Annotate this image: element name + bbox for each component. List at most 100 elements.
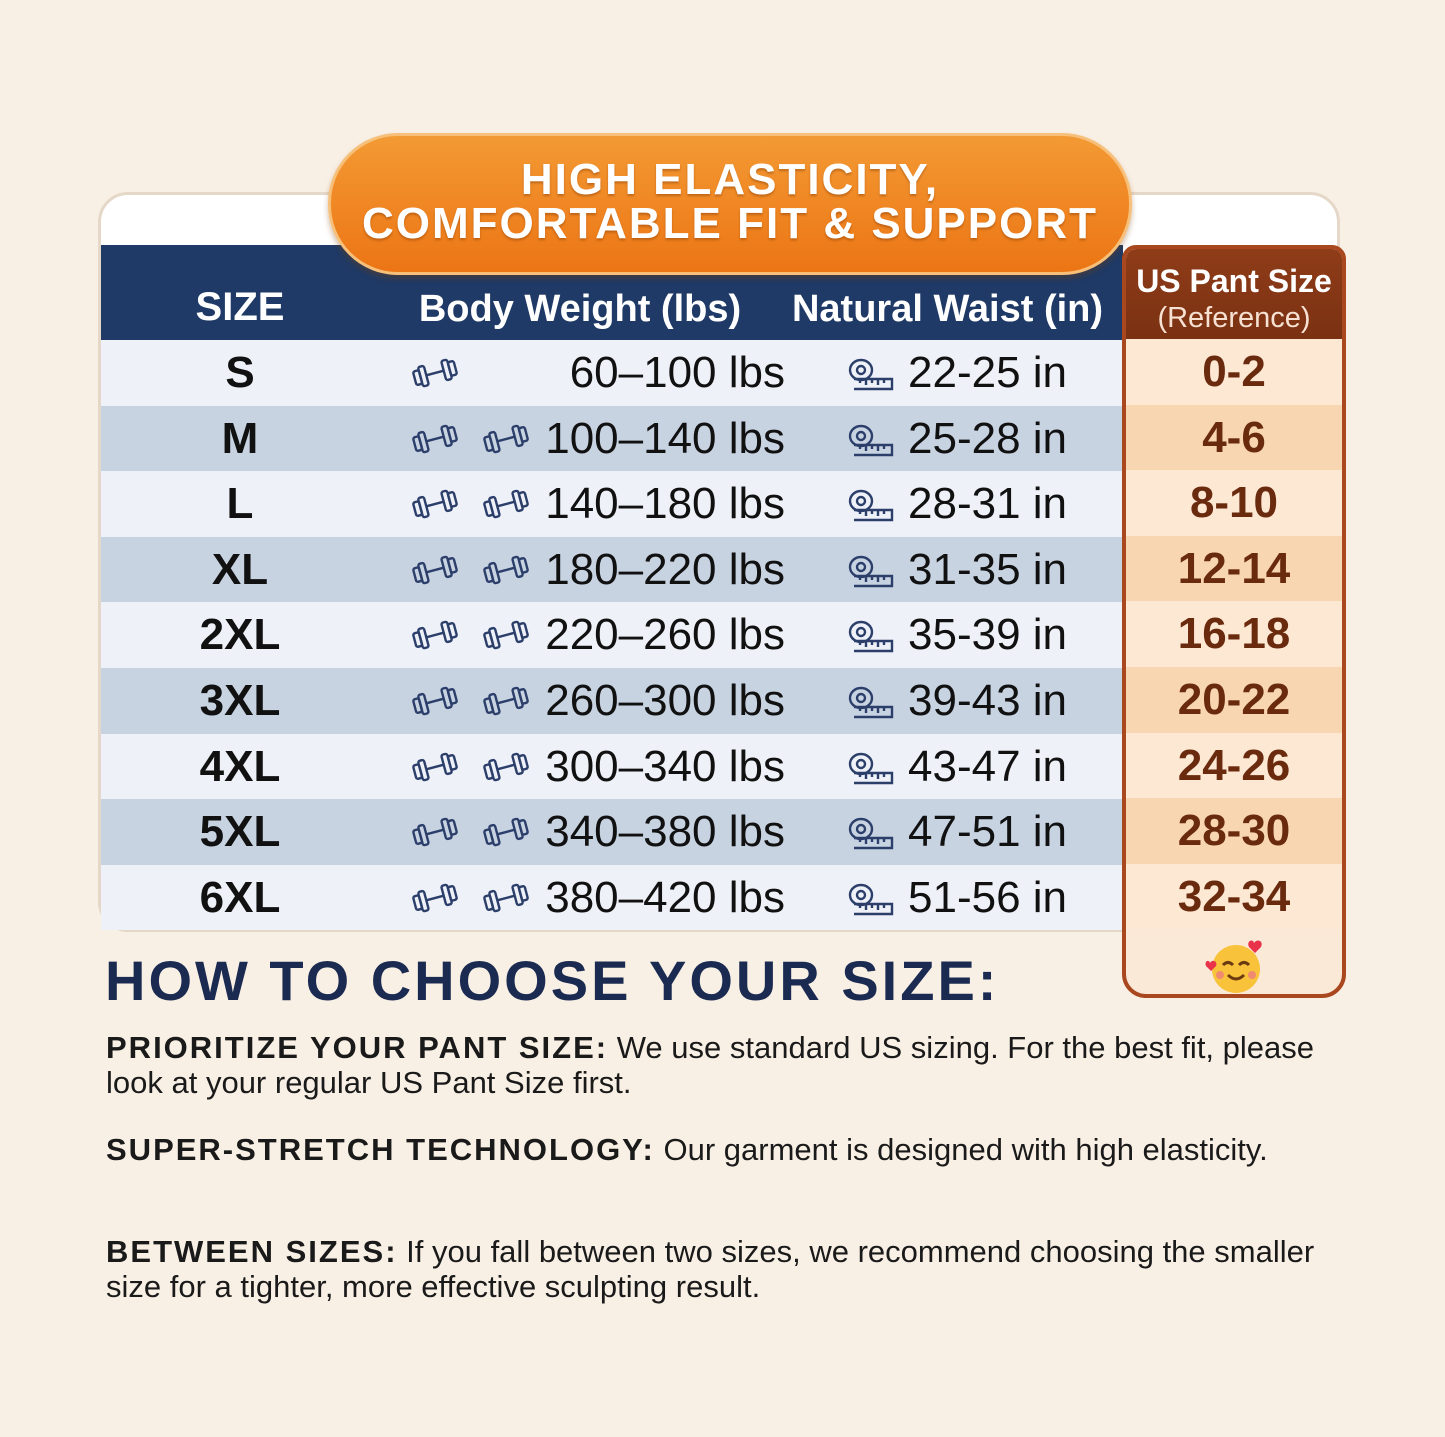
reference-cell: 32-34 <box>1126 863 1342 930</box>
waist-cell: 39-43 in <box>908 676 1068 725</box>
tip-label: PRIORITIZE YOUR PANT SIZE: <box>106 1030 609 1065</box>
emoji-cheek <box>1248 971 1256 979</box>
weight-icon <box>410 750 460 789</box>
weight-cell: 260–300 lbs <box>545 676 785 725</box>
waist-cell: 31-35 in <box>908 544 1068 594</box>
reference-cell: 20-22 <box>1126 667 1342 733</box>
weight-icon <box>410 881 460 920</box>
size-cell: M <box>221 413 259 463</box>
weight-cell: 220–260 lbs <box>545 610 785 660</box>
waist-cell: 22-25 in <box>908 348 1068 397</box>
table-row <box>101 536 1123 603</box>
tip-label: BETWEEN SIZES: <box>106 1234 398 1269</box>
size-cell: 5XL <box>199 807 281 857</box>
size-cell: S <box>225 348 255 397</box>
weight-icon <box>410 553 460 592</box>
emoji-icon <box>1205 940 1262 993</box>
weight-icon <box>410 618 460 657</box>
reference-cell: 24-26 <box>1126 732 1342 799</box>
waist-cell: 43-47 in <box>908 741 1068 791</box>
table-row <box>101 471 1123 537</box>
waist-cell: 28-31 in <box>908 479 1068 529</box>
reference-cell: 8-10 <box>1126 470 1342 536</box>
weight-icon <box>410 422 460 461</box>
waist-icon <box>848 487 896 528</box>
waist-icon <box>848 356 896 397</box>
weight-icon <box>481 684 531 723</box>
waist-cell: 25-28 in <box>908 413 1068 463</box>
waist-icon <box>848 815 896 856</box>
weight-icon <box>481 815 531 854</box>
weight-icon <box>481 618 531 657</box>
size-cell: XL <box>211 544 269 594</box>
weight-icon <box>481 487 531 526</box>
weight-cell: 340–380 lbs <box>545 807 785 857</box>
banner-line: COMFORTABLE FIT & SUPPORT <box>361 199 1099 248</box>
reference-header: US Pant Size (Reference) <box>1126 249 1342 341</box>
table-row <box>101 340 1123 406</box>
header-weight: Body Weight (lbs) <box>418 288 742 330</box>
table-row <box>101 799 1123 865</box>
weight-icon <box>410 684 460 723</box>
banner-line: HIGH ELASTICITY, <box>520 155 940 204</box>
size-cell: 6XL <box>199 872 281 922</box>
waist-icon <box>848 684 896 725</box>
reference-cell: 16-18 <box>1126 601 1342 667</box>
weight-icon <box>410 356 460 395</box>
guide-tip: BETWEEN SIZES: If you fall between two s… <box>106 1234 1356 1304</box>
reference-cell: 28-30 <box>1126 798 1342 864</box>
tip-label: SUPER-STRETCH TECHNOLOGY: <box>106 1132 655 1167</box>
reference-cell: 4-6 <box>1126 404 1342 471</box>
guide-title: HOW TO CHOOSE YOUR SIZE: <box>105 949 1000 1012</box>
weight-cell: 60–100 lbs <box>569 348 785 397</box>
waist-cell: 51-56 in <box>908 872 1068 922</box>
weight-icon <box>481 881 531 920</box>
weight-cell: 180–220 lbs <box>545 544 785 594</box>
waist-cell: 35-39 in <box>908 610 1068 660</box>
size-cell: 3XL <box>199 676 281 725</box>
weight-cell: 380–420 lbs <box>545 872 785 922</box>
waist-cell: 47-51 in <box>908 807 1068 857</box>
weight-cell: 300–340 lbs <box>545 741 785 791</box>
waist-icon <box>848 553 896 594</box>
tip-text: Our garment is designed with high elasti… <box>663 1132 1268 1167</box>
table-row <box>101 405 1123 472</box>
weight-icon <box>481 422 531 461</box>
waist-icon <box>848 750 896 791</box>
size-cell: 4XL <box>199 741 281 791</box>
banner: HIGH ELASTICITY, COMFORTABLE FIT & SUPPO… <box>328 133 1132 275</box>
emoji-cheek <box>1216 971 1224 979</box>
table-row <box>101 668 1123 734</box>
table-row <box>101 733 1123 800</box>
header-size: SIZE <box>195 285 285 329</box>
header-waist: Natural Waist (in) <box>791 288 1104 330</box>
waist-icon <box>848 618 896 659</box>
table-row <box>101 602 1123 668</box>
emoji-heart <box>1248 940 1262 953</box>
weight-icon <box>481 553 531 592</box>
weight-cell: 140–180 lbs <box>545 479 785 529</box>
waist-icon <box>848 422 896 463</box>
size-cell: L <box>226 479 254 529</box>
weight-icon <box>410 815 460 854</box>
table-row <box>101 864 1123 931</box>
weight-icon <box>410 487 460 526</box>
emoji-eyes <box>1221 961 1251 967</box>
emoji-mouth <box>1226 973 1246 981</box>
reference-cell: 0-2 <box>1126 339 1342 405</box>
weight-cell: 100–140 lbs <box>545 413 785 463</box>
tip-text: If you fall between two sizes, we recomm… <box>106 1234 1315 1304</box>
reference-subtitle: (Reference) <box>1157 302 1311 334</box>
guide-tip: SUPER-STRETCH TECHNOLOGY: Our garment is… <box>106 1132 1356 1167</box>
emoji-heart <box>1205 960 1217 971</box>
reference-cell: 12-14 <box>1126 535 1342 602</box>
guide-tip: PRIORITIZE YOUR PANT SIZE: We use standa… <box>106 1030 1356 1100</box>
emoji-face <box>1212 945 1260 993</box>
tip-text: We use standard US sizing. For the best … <box>106 1030 1315 1100</box>
weight-icon <box>481 750 531 789</box>
reference-title: US Pant Size <box>1136 263 1332 299</box>
reference-column: US Pant Size (Reference) 0-2 4-6 8-10 12-14… <box>1122 245 1346 998</box>
waist-icon <box>848 881 896 922</box>
size-cell: 2XL <box>199 610 281 660</box>
